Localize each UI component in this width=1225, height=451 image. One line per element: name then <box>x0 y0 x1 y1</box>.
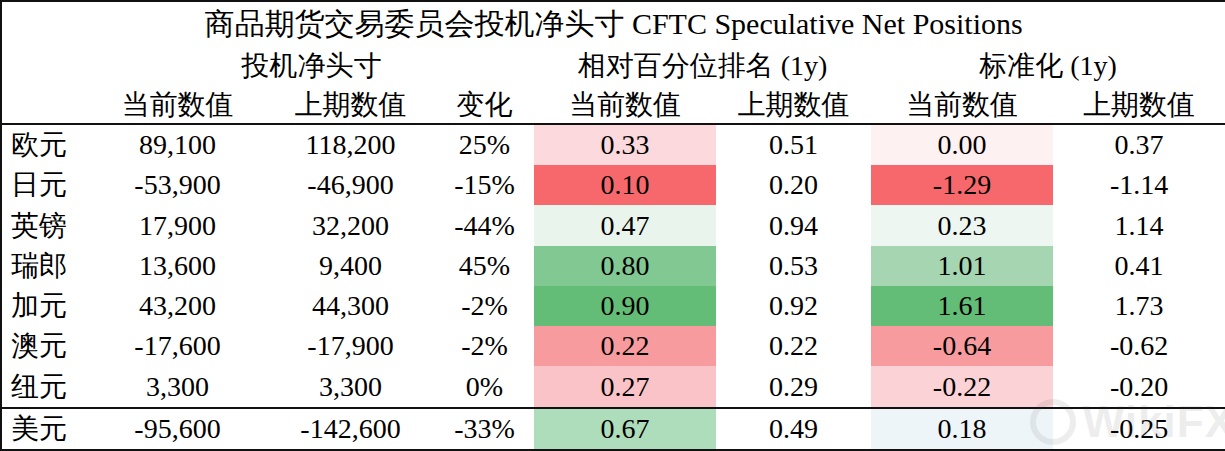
normalized-current-cell: 1.01 <box>871 246 1053 286</box>
change-cell: 0% <box>435 366 534 407</box>
net-position-previous-cell: 44,300 <box>266 286 435 326</box>
normalized-current-cell: 0.23 <box>871 205 1053 245</box>
percentile-current-cell: 0.22 <box>534 326 716 366</box>
change-cell: 45% <box>435 246 534 286</box>
table-row: 加元43,20044,300-2%0.900.921.611.73 <box>1 286 1225 326</box>
currency-cell: 欧元 <box>1 124 89 165</box>
currency-cell: 日元 <box>1 165 89 205</box>
percentile-current-cell: 0.67 <box>534 408 716 450</box>
normalized-current-cell: 1.61 <box>871 286 1053 326</box>
table-row: 澳元-17,600-17,900-2%0.220.22-0.64-0.62 <box>1 326 1225 366</box>
normalized-previous-cell: 1.14 <box>1053 205 1225 245</box>
percentile-previous-cell: 0.51 <box>716 124 871 165</box>
normalized-previous-cell: -0.20 <box>1053 366 1225 407</box>
percentile-current-cell: 0.90 <box>534 286 716 326</box>
column-header-currency <box>1 87 89 124</box>
normalized-previous-cell: -1.14 <box>1053 165 1225 205</box>
change-cell: -44% <box>435 205 534 245</box>
net-position-previous-cell: 118,200 <box>266 124 435 165</box>
percentile-previous-cell: 0.49 <box>716 408 871 450</box>
currency-cell: 美元 <box>1 408 89 450</box>
column-header-previous-value: 上期数值 <box>266 87 435 124</box>
currency-cell: 瑞郎 <box>1 246 89 286</box>
change-cell: -33% <box>435 408 534 450</box>
percentile-current-cell: 0.10 <box>534 165 716 205</box>
column-header-row: 当前数值 上期数值 变化 当前数值 上期数值 当前数值 上期数值 <box>1 87 1225 124</box>
normalized-current-cell: -0.22 <box>871 366 1053 407</box>
currency-cell: 纽元 <box>1 366 89 407</box>
normalized-previous-cell: 0.37 <box>1053 124 1225 165</box>
page-title: 商品期货交易委员会投机净头寸 CFTC Speculative Net Posi… <box>1 1 1225 45</box>
net-position-previous-cell: -17,900 <box>266 326 435 366</box>
table-row: 英镑17,90032,200-44%0.470.940.231.14 <box>1 205 1225 245</box>
net-position-previous-cell: -46,900 <box>266 165 435 205</box>
column-header-current-value: 当前数值 <box>534 87 716 124</box>
net-position-previous-cell: -142,600 <box>266 408 435 450</box>
group-header-normalized: 标准化 (1y) <box>871 45 1225 87</box>
normalized-current-cell: -1.29 <box>871 165 1053 205</box>
percentile-previous-cell: 0.92 <box>716 286 871 326</box>
group-header-net-positions: 投机净头寸 <box>89 45 534 87</box>
currency-cell: 英镑 <box>1 205 89 245</box>
net-position-current-cell: 89,100 <box>89 124 266 165</box>
change-cell: -2% <box>435 286 534 326</box>
net-position-current-cell: -17,600 <box>89 326 266 366</box>
normalized-current-cell: 0.18 <box>871 408 1053 450</box>
change-cell: -15% <box>435 165 534 205</box>
net-position-previous-cell: 32,200 <box>266 205 435 245</box>
percentile-previous-cell: 0.94 <box>716 205 871 245</box>
normalized-previous-cell: -0.62 <box>1053 326 1225 366</box>
table-row: 欧元89,100118,20025%0.330.510.000.37 <box>1 124 1225 165</box>
table-body: 欧元89,100118,20025%0.330.510.000.37日元-53,… <box>1 124 1225 450</box>
normalized-previous-cell: 0.41 <box>1053 246 1225 286</box>
table-row: 瑞郎13,6009,40045%0.800.531.010.41 <box>1 246 1225 286</box>
cftc-positions-table: 商品期货交易委员会投机净头寸 CFTC Speculative Net Posi… <box>0 0 1225 451</box>
change-cell: -2% <box>435 326 534 366</box>
table-row: 日元-53,900-46,900-15%0.100.20-1.29-1.14 <box>1 165 1225 205</box>
column-header-current-value: 当前数值 <box>89 87 266 124</box>
net-position-current-cell: -53,900 <box>89 165 266 205</box>
percentile-current-cell: 0.27 <box>534 366 716 407</box>
net-position-current-cell: 3,300 <box>89 366 266 407</box>
column-header-previous-value: 上期数值 <box>716 87 871 124</box>
net-position-previous-cell: 9,400 <box>266 246 435 286</box>
currency-cell: 澳元 <box>1 326 89 366</box>
normalized-current-cell: 0.00 <box>871 124 1053 165</box>
table-row: 美元-95,600-142,600-33%0.670.490.18-0.25 <box>1 408 1225 450</box>
net-position-current-cell: 13,600 <box>89 246 266 286</box>
net-position-current-cell: 17,900 <box>89 205 266 245</box>
percentile-current-cell: 0.33 <box>534 124 716 165</box>
normalized-previous-cell: -0.25 <box>1053 408 1225 450</box>
group-header-percentile-rank: 相对百分位排名 (1y) <box>534 45 871 87</box>
column-header-current-value: 当前数值 <box>871 87 1053 124</box>
change-cell: 25% <box>435 124 534 165</box>
column-header-previous-value: 上期数值 <box>1053 87 1225 124</box>
column-group-row: 投机净头寸 相对百分位排名 (1y) 标准化 (1y) <box>1 45 1225 87</box>
group-spacer <box>1 45 89 87</box>
net-position-previous-cell: 3,300 <box>266 366 435 407</box>
net-position-current-cell: 43,200 <box>89 286 266 326</box>
percentile-previous-cell: 0.29 <box>716 366 871 407</box>
percentile-previous-cell: 0.20 <box>716 165 871 205</box>
percentile-previous-cell: 0.53 <box>716 246 871 286</box>
percentile-current-cell: 0.47 <box>534 205 716 245</box>
net-position-current-cell: -95,600 <box>89 408 266 450</box>
cftc-positions-screen: 商品期货交易委员会投机净头寸 CFTC Speculative Net Posi… <box>0 0 1225 451</box>
table-row: 纽元3,3003,3000%0.270.29-0.22-0.20 <box>1 366 1225 407</box>
normalized-previous-cell: 1.73 <box>1053 286 1225 326</box>
percentile-current-cell: 0.80 <box>534 246 716 286</box>
percentile-previous-cell: 0.22 <box>716 326 871 366</box>
column-header-change: 变化 <box>435 87 534 124</box>
title-row: 商品期货交易委员会投机净头寸 CFTC Speculative Net Posi… <box>1 1 1225 45</box>
currency-cell: 加元 <box>1 286 89 326</box>
normalized-current-cell: -0.64 <box>871 326 1053 366</box>
